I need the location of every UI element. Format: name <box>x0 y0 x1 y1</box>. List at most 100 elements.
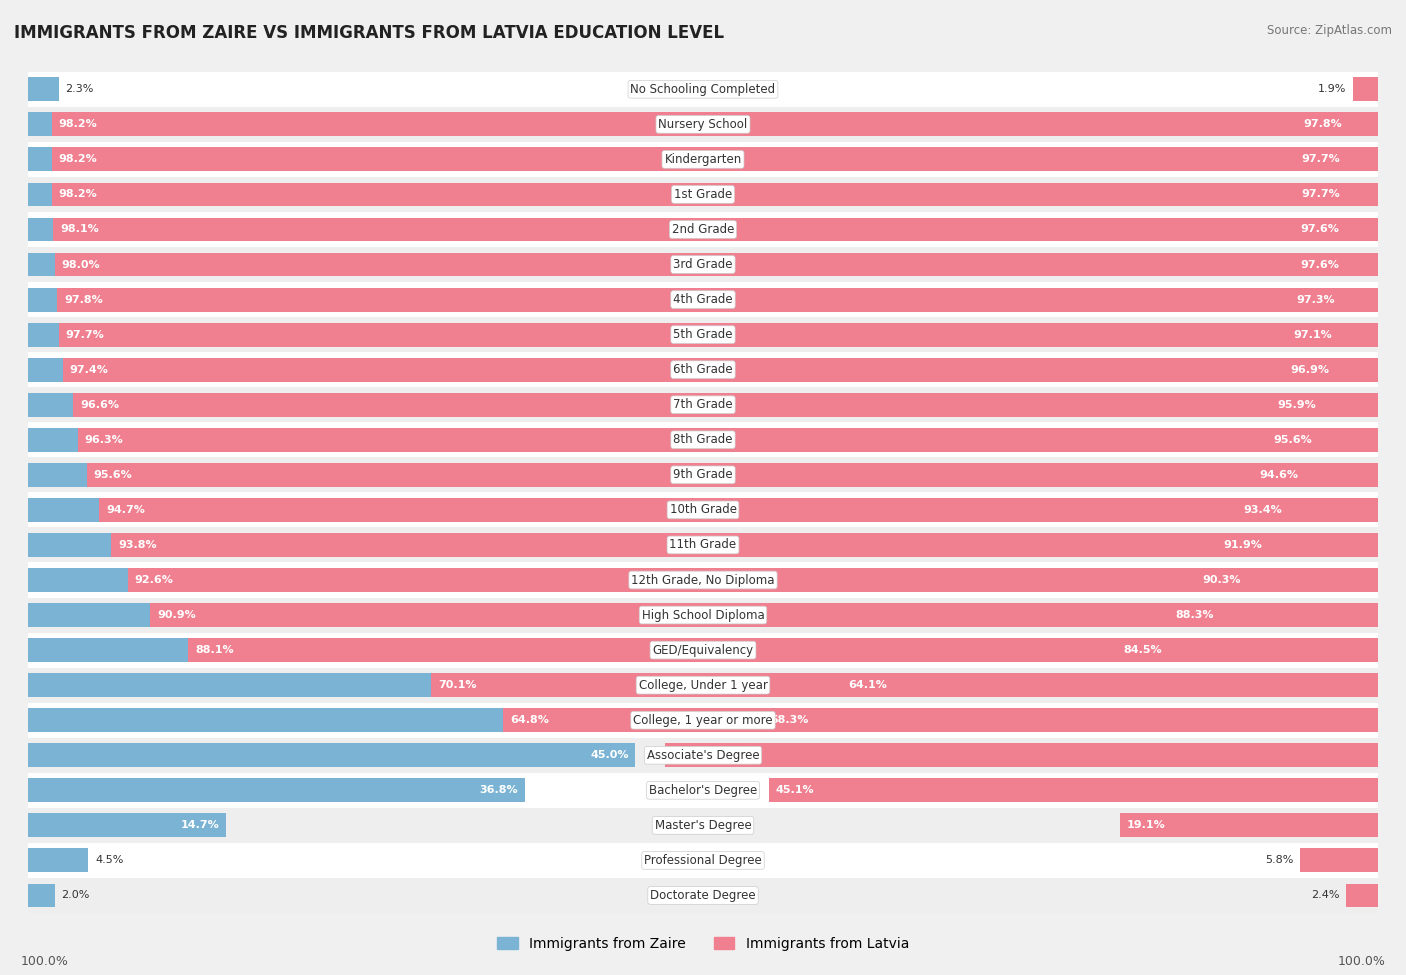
Text: 93.4%: 93.4% <box>1244 505 1282 515</box>
Text: 6th Grade: 6th Grade <box>673 364 733 376</box>
Text: 97.3%: 97.3% <box>1296 294 1336 304</box>
Bar <box>28 773 1378 808</box>
Text: 88.1%: 88.1% <box>195 645 233 655</box>
Text: No Schooling Completed: No Schooling Completed <box>630 83 776 96</box>
Bar <box>28 743 636 767</box>
Text: Doctorate Degree: Doctorate Degree <box>650 889 756 902</box>
Text: Associate's Degree: Associate's Degree <box>647 749 759 761</box>
Bar <box>28 393 1323 416</box>
Text: 95.6%: 95.6% <box>94 470 132 480</box>
Bar <box>28 492 1378 527</box>
Text: 36.8%: 36.8% <box>479 785 517 796</box>
Bar <box>1301 848 1378 873</box>
Text: Kindergarten: Kindergarten <box>665 153 741 166</box>
Bar <box>55 253 1378 277</box>
Bar <box>28 282 1378 317</box>
Text: 97.7%: 97.7% <box>1302 189 1340 200</box>
Text: 45.1%: 45.1% <box>776 785 814 796</box>
Text: Bachelor's Degree: Bachelor's Degree <box>650 784 756 797</box>
Bar <box>28 358 1337 381</box>
Bar <box>28 288 1341 311</box>
Bar <box>28 848 89 873</box>
Text: 92.6%: 92.6% <box>135 575 173 585</box>
Text: 84.5%: 84.5% <box>1123 645 1163 655</box>
Text: 100.0%: 100.0% <box>21 955 69 967</box>
Bar <box>28 703 1378 738</box>
Text: 4.5%: 4.5% <box>96 855 124 866</box>
Bar <box>1121 813 1378 838</box>
Bar <box>28 533 1270 557</box>
Bar <box>73 393 1378 416</box>
Text: 5.8%: 5.8% <box>1265 855 1294 866</box>
Text: 90.3%: 90.3% <box>1202 575 1240 585</box>
Bar <box>28 112 1348 136</box>
Text: 97.6%: 97.6% <box>1301 224 1340 235</box>
Text: 2nd Grade: 2nd Grade <box>672 223 734 236</box>
Bar <box>28 463 1306 487</box>
Bar <box>665 743 1378 767</box>
Text: 96.9%: 96.9% <box>1291 365 1330 374</box>
Text: 14.7%: 14.7% <box>180 820 219 831</box>
Bar <box>59 323 1378 346</box>
Bar <box>63 358 1378 381</box>
Bar <box>53 217 1378 242</box>
Text: 95.6%: 95.6% <box>1274 435 1312 445</box>
Text: 94.6%: 94.6% <box>1260 470 1299 480</box>
Text: 5th Grade: 5th Grade <box>673 329 733 341</box>
Text: 8th Grade: 8th Grade <box>673 433 733 447</box>
Text: 97.7%: 97.7% <box>66 330 104 339</box>
Text: 96.3%: 96.3% <box>84 435 124 445</box>
Bar <box>28 498 1289 522</box>
Bar <box>128 568 1378 592</box>
Bar <box>28 422 1378 457</box>
Bar <box>28 527 1378 563</box>
Bar <box>28 387 1378 422</box>
Text: College, 1 year or more: College, 1 year or more <box>633 714 773 726</box>
Text: 97.6%: 97.6% <box>1301 259 1340 269</box>
Text: 1st Grade: 1st Grade <box>673 188 733 201</box>
Bar <box>52 182 1378 207</box>
Text: 97.7%: 97.7% <box>1302 154 1340 165</box>
Bar <box>28 813 226 838</box>
Bar <box>28 878 1378 913</box>
Text: 64.8%: 64.8% <box>510 716 548 725</box>
Text: 70.1%: 70.1% <box>439 681 477 690</box>
Text: 98.2%: 98.2% <box>59 154 97 165</box>
Text: 4th Grade: 4th Grade <box>673 293 733 306</box>
Text: 9th Grade: 9th Grade <box>673 468 733 482</box>
Text: 3rd Grade: 3rd Grade <box>673 258 733 271</box>
Bar <box>28 77 59 101</box>
Bar <box>52 147 1378 172</box>
Text: 2.0%: 2.0% <box>62 890 90 901</box>
Text: 100.0%: 100.0% <box>1337 955 1385 967</box>
Bar <box>111 533 1378 557</box>
Text: 94.7%: 94.7% <box>105 505 145 515</box>
Bar <box>28 604 1220 627</box>
Text: 52.8%: 52.8% <box>672 750 710 760</box>
Bar <box>1353 77 1378 101</box>
Text: 98.2%: 98.2% <box>59 119 97 130</box>
Bar <box>28 176 1378 212</box>
Text: IMMIGRANTS FROM ZAIRE VS IMMIGRANTS FROM LATVIA EDUCATION LEVEL: IMMIGRANTS FROM ZAIRE VS IMMIGRANTS FROM… <box>14 24 724 42</box>
Text: 1.9%: 1.9% <box>1317 84 1346 95</box>
Bar <box>28 323 1340 346</box>
Bar <box>769 778 1378 802</box>
Text: GED/Equivalency: GED/Equivalency <box>652 644 754 656</box>
Bar <box>28 457 1378 492</box>
Bar <box>28 317 1378 352</box>
Bar <box>28 428 1319 451</box>
Bar <box>28 808 1378 843</box>
Bar <box>28 738 1378 773</box>
Text: 93.8%: 93.8% <box>118 540 156 550</box>
Text: 45.0%: 45.0% <box>591 750 628 760</box>
Bar <box>28 778 524 802</box>
Bar <box>28 843 1378 878</box>
Text: 90.9%: 90.9% <box>157 610 195 620</box>
Bar <box>87 463 1378 487</box>
Text: 10th Grade: 10th Grade <box>669 503 737 517</box>
Text: 2.3%: 2.3% <box>66 84 94 95</box>
Text: 58.3%: 58.3% <box>770 716 808 725</box>
Bar <box>28 639 1168 662</box>
Bar <box>28 107 1378 141</box>
Bar <box>28 182 1347 207</box>
